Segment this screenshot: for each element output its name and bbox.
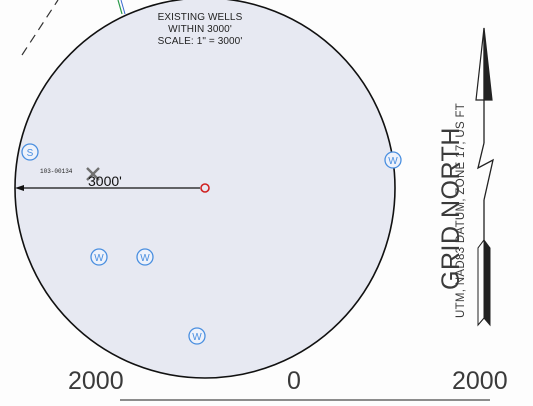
subject-well-marker [200, 183, 210, 193]
sewer-well-symbol: S [21, 143, 39, 161]
svg-text:W: W [94, 253, 104, 264]
scale-label-left: 2000 [68, 367, 124, 395]
water-well-symbol: W [384, 151, 402, 169]
road-trace-blue [120, 0, 126, 15]
legend-line-2: WITHIN 3000' [168, 24, 232, 35]
radius-arrowhead [15, 185, 24, 191]
legend-line-3: SCALE: 1" = 3000' [157, 36, 243, 47]
water-well-symbol: W [188, 327, 206, 345]
scale-label-right: 2000 [452, 367, 508, 395]
road-trace-green [117, 0, 123, 15]
water-well-symbol: W [90, 248, 108, 266]
datum-label: UTM, NAD83 DATUM, ZONE 17, US FT [455, 102, 467, 318]
north-arrow [475, 27, 494, 327]
map-legend-title: EXISTING WELLS WITHIN 3000' SCALE: 1" = … [130, 12, 270, 48]
dashed-boundary-line [21, 0, 59, 56]
svg-text:W: W [192, 332, 202, 343]
legend-line-1: EXISTING WELLS [157, 12, 243, 23]
sewer-symbol-letter: S [27, 148, 34, 159]
well-id-label: 103-00134 [40, 168, 73, 175]
plugged-well-marker [86, 167, 100, 181]
svg-text:W: W [140, 253, 150, 264]
radius-distance-label: 3000' [88, 173, 122, 189]
water-well-symbol: W [136, 248, 154, 266]
scale-label-center: 0 [287, 367, 301, 395]
svg-text:W: W [388, 156, 398, 167]
search-radius-circle [14, 0, 396, 379]
